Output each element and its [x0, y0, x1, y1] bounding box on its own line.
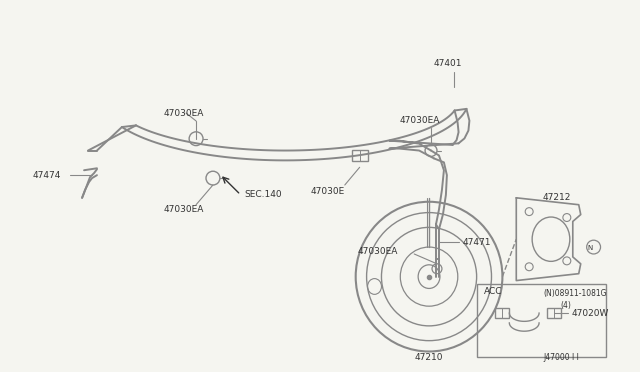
Text: 47020W: 47020W — [572, 308, 609, 318]
Text: 47030E: 47030E — [310, 187, 344, 196]
Text: N: N — [587, 245, 592, 251]
Text: 47030EA: 47030EA — [163, 109, 204, 118]
Text: (4): (4) — [560, 301, 571, 310]
Bar — [477, 283, 605, 357]
Text: J47000 I I: J47000 I I — [543, 353, 579, 362]
Text: 47471: 47471 — [463, 238, 492, 247]
Text: 47030EA: 47030EA — [163, 205, 204, 214]
Text: ACC: ACC — [484, 287, 502, 296]
Bar — [495, 308, 509, 318]
Text: 47210: 47210 — [415, 353, 444, 362]
Text: SEC.140: SEC.140 — [244, 190, 282, 199]
Bar — [547, 308, 561, 318]
Text: 47212: 47212 — [543, 193, 572, 202]
Text: (N)08911-1081G: (N)08911-1081G — [543, 289, 607, 298]
Bar — [352, 150, 367, 161]
Text: 47030EA: 47030EA — [399, 116, 440, 125]
Text: 47030EA: 47030EA — [358, 247, 398, 257]
Text: 47474: 47474 — [33, 171, 61, 180]
Text: 47401: 47401 — [434, 60, 463, 68]
